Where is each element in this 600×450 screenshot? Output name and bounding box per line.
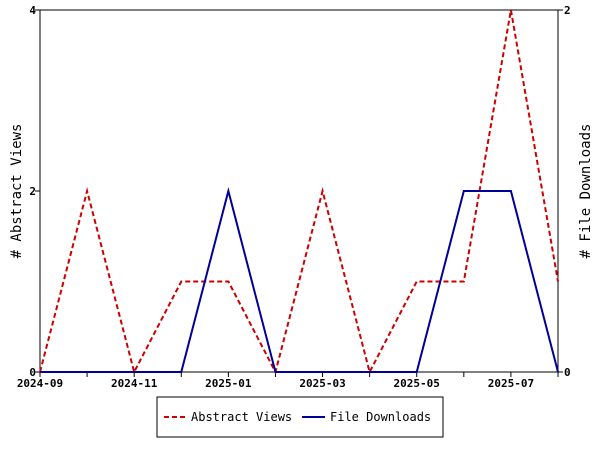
y-axis-title: # Abstract Views: [9, 124, 25, 259]
x-tick-label: 2024-11: [111, 377, 158, 390]
legend-label-file-downloads: File Downloads: [330, 410, 431, 424]
y-tick-label: 4: [29, 4, 36, 17]
series-line-abstract-views: [39, 9, 559, 375]
y-tick-label: 2: [29, 185, 36, 198]
x-tick-label: 2025-05: [394, 377, 440, 390]
series-group: [39, 9, 559, 375]
y-tick-label: 0: [29, 366, 36, 379]
series-line-file-downloads: [40, 187, 559, 373]
legend: Abstract Views File Downloads: [156, 396, 444, 438]
x-tick-label: 2024-09: [17, 377, 63, 390]
ticks-group: 2024-09 2024-11 2025-01 2025-03 2025-05 2025-…: [17, 4, 571, 390]
y2-axis-title: # File Downloads: [578, 124, 594, 259]
y2-tick-label: 0: [564, 366, 571, 379]
y2-tick-label: 2: [564, 4, 571, 17]
x-tick-label: 2025-01: [205, 377, 252, 390]
legend-label-abstract-views: Abstract Views: [191, 410, 292, 424]
x-tick-label: 2025-03: [299, 377, 345, 390]
x-tick-label: 2025-07: [488, 377, 534, 390]
legend-box: [156, 396, 444, 438]
